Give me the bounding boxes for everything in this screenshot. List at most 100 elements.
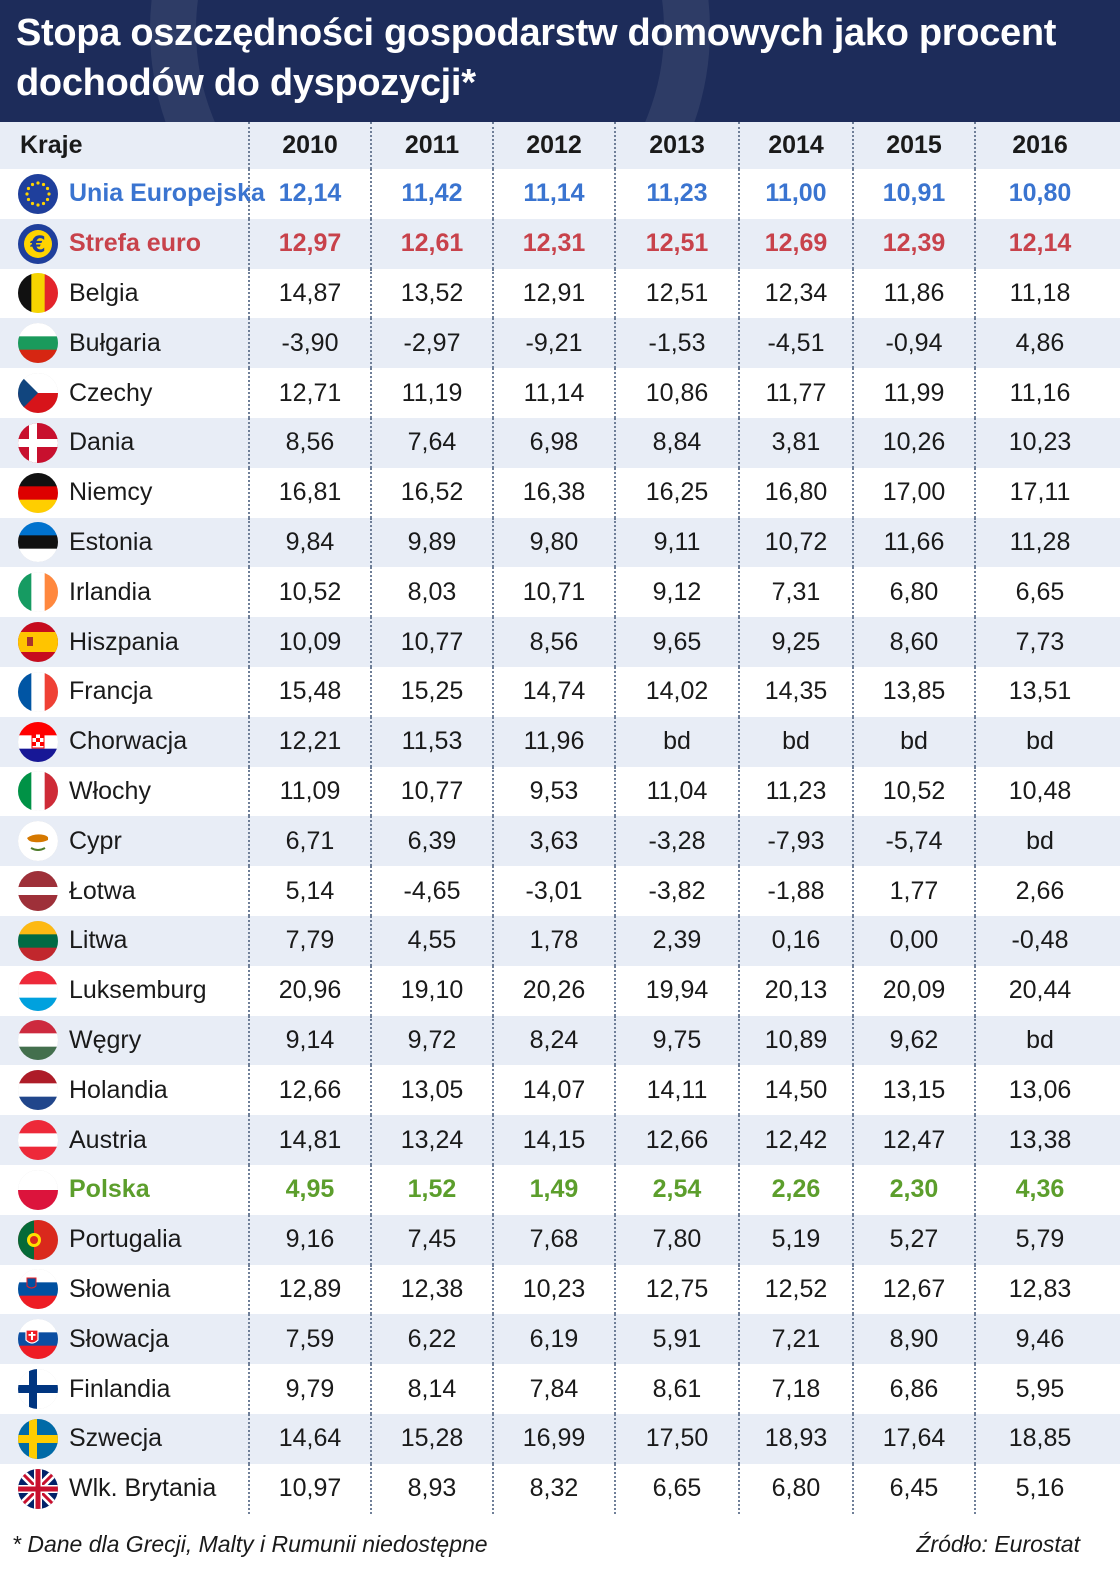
value-cell: 10,89 xyxy=(738,1015,852,1066)
table-row: Wlk. Brytania 10,97 8,93 8,32 6,65 6,80 6,45 5,… xyxy=(0,1463,1120,1514)
value-cell: 12,52 xyxy=(738,1264,852,1315)
value-cell: 9,25 xyxy=(738,617,852,667)
value-cell: 6,80 xyxy=(738,1463,852,1514)
country-cell: Cypr xyxy=(0,816,248,866)
year-header: 2011 xyxy=(370,122,492,169)
table-row: Finlandia 9,79 8,14 7,84 8,61 7,18 6,86 5,95 xyxy=(0,1364,1120,1414)
value-cell: 11,96 xyxy=(492,716,614,767)
value-cell: 2,54 xyxy=(614,1164,738,1215)
value-cell: 16,52 xyxy=(370,467,492,518)
table-row: Szwecja 14,64 15,28 16,99 17,50 18,93 17,64 18,… xyxy=(0,1413,1120,1464)
value-cell: 5,16 xyxy=(974,1463,1104,1514)
country-cell: Bułgaria xyxy=(0,318,248,368)
country-name: Francja xyxy=(69,677,153,706)
value-cell: 3,63 xyxy=(492,816,614,867)
country-name: Dania xyxy=(69,428,135,457)
country-name: Węgry xyxy=(69,1025,142,1054)
value-cell: 11,23 xyxy=(614,169,738,219)
table-row: Chorwacja 12,21 11,53 11,96 bd bd bd bd xyxy=(0,716,1120,767)
year-header: 2016 xyxy=(974,122,1104,169)
value-cell: 7,18 xyxy=(738,1364,852,1414)
value-cell: 13,85 xyxy=(852,666,974,717)
country-name: Litwa xyxy=(69,926,128,955)
value-cell: 12,21 xyxy=(248,716,370,767)
value-cell: 10,72 xyxy=(738,517,852,568)
country-name: Bułgaria xyxy=(69,328,161,357)
table-row: Luksemburg 20,96 19,10 20,26 19,94 20,13 20,09… xyxy=(0,965,1120,1016)
country-name: Łotwa xyxy=(69,876,136,905)
value-cell: -4,65 xyxy=(370,866,492,916)
value-cell: -1,88 xyxy=(738,866,852,916)
table-row: Hiszpania 10,09 10,77 8,56 9,65 9,25 8,60 7,73 xyxy=(0,617,1120,667)
value-cell: 16,25 xyxy=(614,467,738,518)
country-name: Portugalia xyxy=(69,1225,182,1254)
country-cell: Włochy xyxy=(0,767,248,817)
value-cell: 12,67 xyxy=(852,1264,974,1315)
value-cell: 7,31 xyxy=(738,567,852,618)
value-cell: 11,77 xyxy=(738,368,852,418)
value-cell: 19,10 xyxy=(370,965,492,1016)
value-cell: 9,53 xyxy=(492,766,614,817)
italy-flag-icon xyxy=(18,771,58,812)
value-cell: 2,39 xyxy=(614,915,738,966)
latvia-flag-icon xyxy=(18,871,58,912)
value-cell: 3,81 xyxy=(738,417,852,468)
value-cell: 9,80 xyxy=(492,517,614,568)
value-cell: 10,26 xyxy=(852,417,974,468)
table-row: Litwa 7,79 4,55 1,78 2,39 0,16 0,00 -0,48 xyxy=(0,915,1120,966)
value-cell: 11,00 xyxy=(738,169,852,219)
value-cell: 9,84 xyxy=(248,517,370,568)
value-cell: -2,97 xyxy=(370,318,492,369)
value-cell: 19,94 xyxy=(614,965,738,1016)
portugal-flag-icon xyxy=(18,1219,58,1260)
value-cell: 11,14 xyxy=(492,169,614,219)
value-cell: 10,52 xyxy=(852,766,974,817)
value-cell: 9,14 xyxy=(248,1015,370,1066)
year-header: 2010 xyxy=(248,122,370,169)
value-cell: 12,97 xyxy=(248,218,370,269)
value-cell: 10,86 xyxy=(614,368,738,418)
value-cell: 9,12 xyxy=(614,567,738,618)
country-name: Słowacja xyxy=(69,1324,170,1353)
country-name: Strefa euro xyxy=(69,229,201,258)
value-cell: 7,79 xyxy=(248,915,370,966)
table-row: Słowenia 12,89 12,38 10,23 12,75 12,52 12,67 12… xyxy=(0,1264,1120,1315)
value-cell: 2,66 xyxy=(974,866,1104,916)
value-cell: 10,23 xyxy=(492,1264,614,1315)
value-cell: 6,71 xyxy=(248,816,370,867)
value-cell: 14,35 xyxy=(738,666,852,717)
year-header: 2013 xyxy=(614,122,738,169)
value-cell: 10,23 xyxy=(974,417,1104,468)
value-cell: -9,21 xyxy=(492,318,614,369)
value-cell: 6,19 xyxy=(492,1314,614,1365)
value-cell: 0,16 xyxy=(738,915,852,966)
value-cell: 11,66 xyxy=(852,517,974,568)
value-cell: bd xyxy=(614,716,738,767)
country-name: Belgia xyxy=(69,278,139,307)
value-cell: 15,48 xyxy=(248,666,370,717)
value-cell: 20,09 xyxy=(852,965,974,1016)
country-name: Włochy xyxy=(69,776,151,805)
value-cell: 11,23 xyxy=(738,766,852,817)
value-cell: 14,64 xyxy=(248,1413,370,1464)
value-cell: 12,39 xyxy=(852,218,974,269)
value-cell: bd xyxy=(974,716,1104,767)
value-cell: 20,13 xyxy=(738,965,852,1016)
value-cell: -3,28 xyxy=(614,816,738,867)
table-row: Dania 8,56 7,64 6,98 8,84 3,81 10,26 10,23 xyxy=(0,417,1120,468)
value-cell: 8,14 xyxy=(370,1364,492,1414)
value-cell: 14,15 xyxy=(492,1115,614,1165)
eu-flag-icon xyxy=(18,173,58,214)
table-row: € Strefa euro 12,97 12,61 12,31 12,51 12,69 12,… xyxy=(0,218,1120,269)
country-name: Niemcy xyxy=(69,478,153,507)
value-cell: 13,51 xyxy=(974,666,1104,717)
sweden-flag-icon xyxy=(18,1418,58,1459)
table-row: Łotwa 5,14 -4,65 -3,01 -3,82 -1,88 1,77 2,66 xyxy=(0,866,1120,916)
value-cell: 12,47 xyxy=(852,1115,974,1165)
table-row: Portugalia 9,16 7,45 7,68 7,80 5,19 5,27 5,79 xyxy=(0,1214,1120,1265)
value-cell: 8,93 xyxy=(370,1463,492,1514)
country-cell: Polska xyxy=(0,1165,248,1215)
country-name: Austria xyxy=(69,1125,147,1154)
value-cell: 6,22 xyxy=(370,1314,492,1365)
table-row: Słowacja 7,59 6,22 6,19 5,91 7,21 8,90 9,46 xyxy=(0,1314,1120,1365)
